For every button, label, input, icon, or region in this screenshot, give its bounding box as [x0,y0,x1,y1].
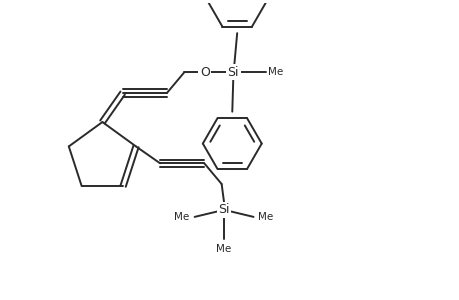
Text: Si: Si [227,66,239,79]
Text: O: O [199,66,209,79]
Text: Me: Me [174,212,189,222]
Text: Si: Si [218,203,230,216]
Text: Me: Me [258,212,273,222]
Text: Me: Me [267,68,282,77]
Text: Me: Me [216,244,231,254]
